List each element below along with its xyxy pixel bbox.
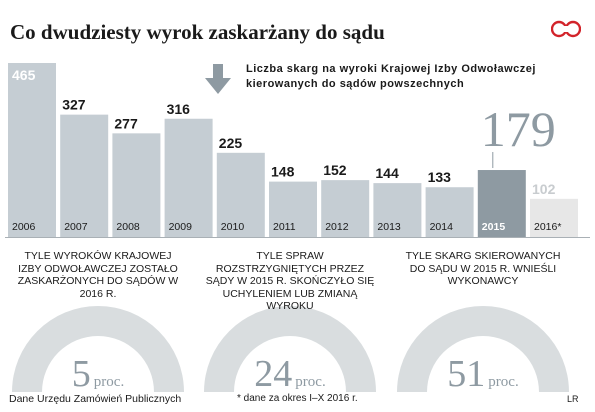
data-label-2006: 465 (12, 67, 36, 83)
gauge-arc-3 (397, 306, 569, 392)
gauge-value-3: 51 proc. (447, 353, 518, 395)
tick-label-2009: 2009 (169, 221, 193, 233)
gauge-arc-2 (204, 306, 376, 392)
bar-2010 (216, 152, 265, 237)
source-note: Dane Urzędu Zamówień Publicznych (9, 393, 182, 405)
bar-2013 (373, 183, 422, 237)
bar-2009 (164, 118, 213, 237)
footnote: * dane za okres I–X 2016 r. (237, 393, 358, 404)
chart-legend: Liczba skarg na wyroki Krajowej Izby Odw… (246, 63, 536, 90)
gauge-value-2: 24 proc. (254, 353, 325, 395)
gauge-value-1: 5 proc. (72, 353, 124, 395)
gauge-unit-2: proc. (295, 374, 325, 390)
tick-label-2010: 2010 (221, 221, 245, 233)
data-label-2008: 277 (114, 115, 138, 131)
tick-label-2006: 2006 (12, 221, 36, 233)
bar-2011 (269, 181, 317, 237)
bar-2007 (60, 114, 109, 237)
tick-label-2016*: 2016* (534, 221, 561, 233)
data-label-2014: 133 (428, 169, 452, 185)
bar-2014 (425, 187, 474, 237)
data-label-2009: 316 (167, 101, 191, 117)
arrow-down-icon (205, 64, 231, 94)
data-label-2007: 327 (62, 97, 86, 113)
gauge-unit-3: proc. (488, 374, 518, 390)
data-label-2010: 225 (219, 135, 243, 151)
data-label-2011: 148 (271, 164, 295, 180)
bar-2012 (321, 180, 370, 237)
tick-label-2012: 2012 (325, 221, 349, 233)
gauge-number-2: 24 (254, 353, 292, 395)
tick-label-2007: 2007 (64, 221, 88, 233)
data-label-2016*: 102 (532, 181, 556, 197)
tick-label-2013: 2013 (377, 221, 401, 233)
data-label-2012: 152 (323, 162, 347, 178)
tick-label-2008: 2008 (116, 221, 140, 233)
tick-label-2014: 2014 (430, 221, 454, 233)
bar-2016* (530, 198, 578, 237)
data-label-2015: 179 (481, 101, 556, 157)
gauge-number-3: 51 (447, 353, 485, 395)
gauge-arc-1 (12, 306, 184, 392)
tick-label-2015: 2015 (482, 221, 506, 233)
tick-label-2011: 2011 (273, 221, 296, 233)
gauge-number-1: 5 (72, 353, 91, 395)
gauge-description-1: Tyle wyroków Krajowej Izby Odwoławczej z… (17, 250, 179, 300)
author-initials: LR (567, 394, 579, 404)
gauge-unit-1: proc. (94, 374, 124, 390)
gauge-description-2: Tyle spraw rozstrzygniętych przez sądy w… (205, 250, 375, 312)
bar-2006 (8, 63, 56, 237)
chart-title: Co dwudziesty wyrok zaskarżany do sądu (10, 20, 385, 44)
bar-2015 (477, 170, 526, 237)
publisher-logo-icon (551, 20, 581, 38)
gauge-description-3: Tyle skarg skierowanych do sądu w 2015 r… (405, 250, 561, 287)
bar-2008 (112, 133, 161, 237)
data-label-2013: 144 (375, 165, 399, 181)
